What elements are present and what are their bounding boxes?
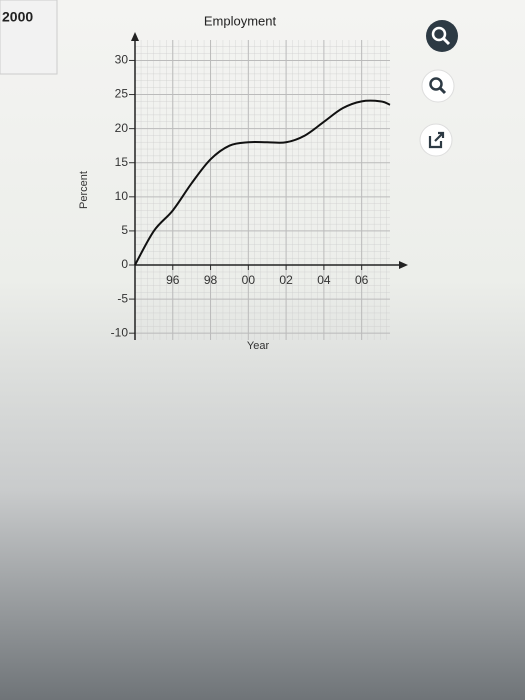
x-axis-label: Year [247,340,270,352]
export-icon [428,131,445,149]
x-tick-label: 04 [317,273,331,287]
y-tick-label: 5 [121,223,128,237]
y-axis-arrow [131,32,139,41]
zoom-in-icon [431,26,447,42]
x-tick-label: 96 [166,273,180,287]
zoom-in-icon [441,36,451,46]
y-tick-label: 20 [115,121,129,135]
chart-title: Employment [204,13,277,28]
y-tick-label: -10 [111,325,129,339]
x-tick-label: 06 [355,273,369,287]
sidebar-panel [0,0,58,75]
y-tick-label: 15 [115,155,129,169]
x-tick-label: 98 [204,273,218,287]
zoom-out-icon [438,86,447,95]
y-tick-label: 0 [121,257,128,271]
x-tick-label: 00 [242,273,256,287]
minor-grid [135,40,390,340]
data-line [134,99,391,266]
tool-buttons [419,20,458,157]
zoom-out-icon [429,77,443,91]
sidebar-label: 2000 [2,9,33,25]
zoom-in-button[interactable] [426,20,458,52]
x-axis-arrow [399,261,408,269]
y-tick-label: 30 [115,53,129,67]
zoom-out-button[interactable] [421,69,455,103]
x-tick-label: 02 [279,273,293,287]
y-axis-label: Percent [78,171,90,209]
y-tick-label: 10 [115,189,129,203]
y-tick-label: 25 [115,87,129,101]
y-tick-label: -5 [117,291,128,305]
